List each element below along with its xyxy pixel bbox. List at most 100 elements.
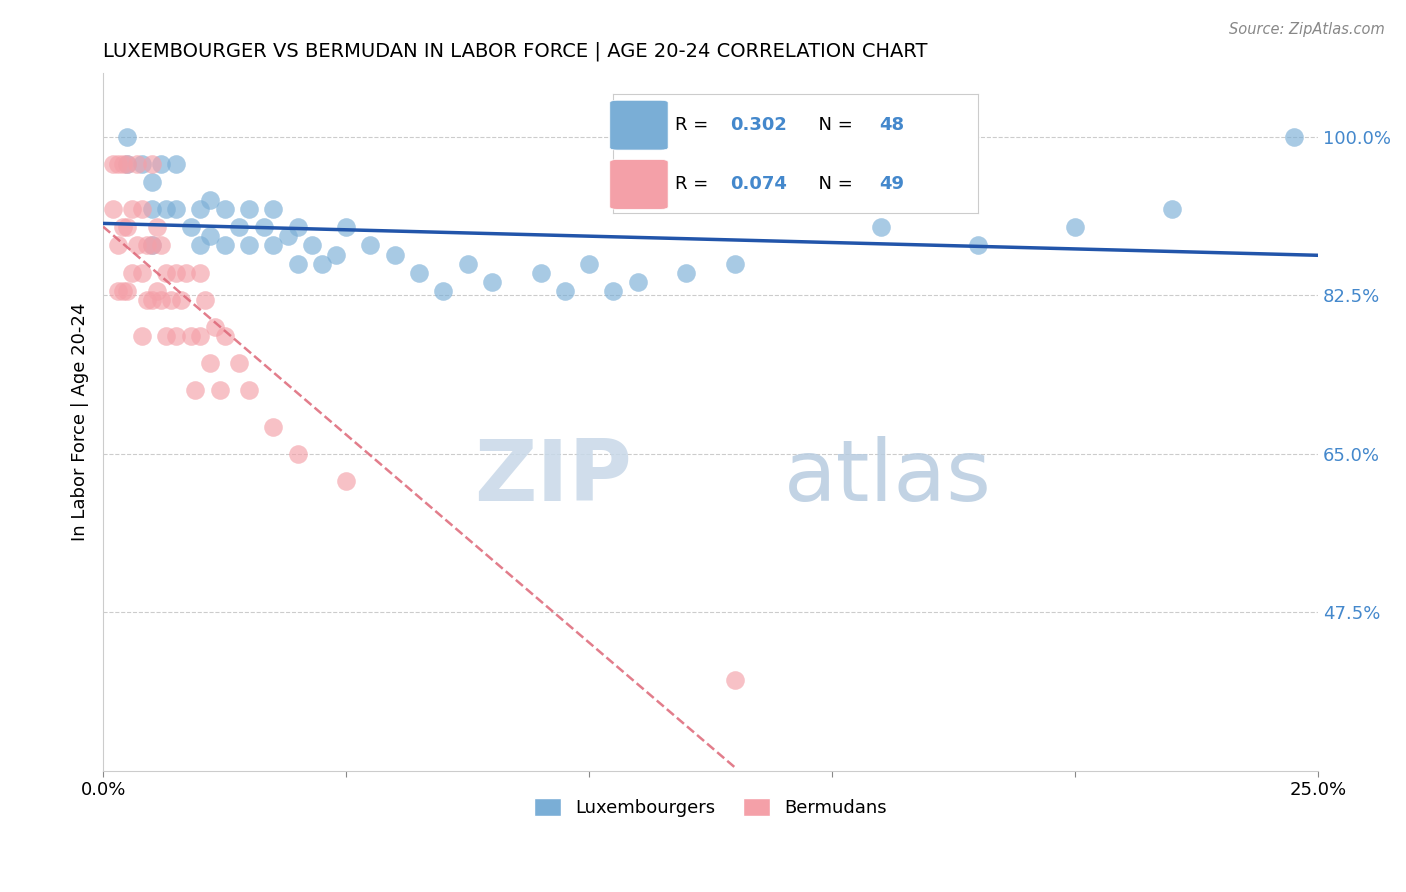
Point — [101, 202, 124, 217]
Point — [457, 257, 479, 271]
Point — [131, 329, 153, 343]
Point — [198, 356, 221, 370]
Point — [117, 220, 139, 235]
Text: LUXEMBOURGER VS BERMUDAN IN LABOR FORCE | AGE 20-24 CORRELATION CHART: LUXEMBOURGER VS BERMUDAN IN LABOR FORCE … — [103, 42, 928, 62]
Point — [554, 284, 576, 298]
Point — [107, 284, 129, 298]
Point — [145, 220, 167, 235]
Point — [107, 238, 129, 252]
Point — [301, 238, 323, 252]
Point — [214, 329, 236, 343]
Point — [188, 202, 211, 217]
Point — [675, 266, 697, 280]
Point — [180, 220, 202, 235]
Point — [198, 193, 221, 207]
Point — [408, 266, 430, 280]
Point — [155, 329, 177, 343]
Point — [188, 238, 211, 252]
Point — [127, 238, 149, 252]
Point — [117, 157, 139, 171]
Point — [287, 447, 309, 461]
Point — [1064, 220, 1087, 235]
Point — [1161, 202, 1184, 217]
Point — [481, 275, 503, 289]
Point — [188, 329, 211, 343]
Point — [145, 284, 167, 298]
Point — [131, 157, 153, 171]
Point — [724, 257, 747, 271]
Point — [165, 329, 187, 343]
Point — [287, 257, 309, 271]
Point — [359, 238, 381, 252]
Point — [432, 284, 454, 298]
Point — [111, 284, 134, 298]
Point — [117, 157, 139, 171]
Point — [121, 266, 143, 280]
Point — [214, 238, 236, 252]
Y-axis label: In Labor Force | Age 20-24: In Labor Force | Age 20-24 — [72, 303, 89, 541]
Point — [627, 275, 650, 289]
Point — [529, 266, 551, 280]
Point — [967, 238, 990, 252]
Point — [311, 257, 333, 271]
Point — [101, 157, 124, 171]
Point — [165, 157, 187, 171]
Point — [325, 247, 347, 261]
Point — [155, 266, 177, 280]
Point — [117, 129, 139, 144]
Point — [180, 329, 202, 343]
Point — [150, 293, 173, 307]
Point — [287, 220, 309, 235]
Point — [135, 238, 157, 252]
Point — [262, 202, 284, 217]
Point — [141, 175, 163, 189]
Point — [335, 474, 357, 488]
Point — [165, 202, 187, 217]
Point — [165, 266, 187, 280]
Point — [160, 293, 183, 307]
Point — [188, 266, 211, 280]
Point — [184, 384, 207, 398]
Point — [131, 266, 153, 280]
Point — [170, 293, 193, 307]
Point — [141, 238, 163, 252]
Point — [117, 284, 139, 298]
Point — [141, 202, 163, 217]
Point — [1282, 129, 1305, 144]
Point — [384, 247, 406, 261]
Point — [150, 238, 173, 252]
Point — [135, 293, 157, 307]
Point — [111, 220, 134, 235]
Point — [198, 229, 221, 244]
Point — [238, 238, 260, 252]
Point — [214, 202, 236, 217]
Point — [141, 157, 163, 171]
Point — [155, 202, 177, 217]
Text: Source: ZipAtlas.com: Source: ZipAtlas.com — [1229, 22, 1385, 37]
Point — [578, 257, 600, 271]
Point — [724, 673, 747, 687]
Point — [141, 293, 163, 307]
Point — [174, 266, 197, 280]
Point — [204, 320, 226, 334]
Point — [194, 293, 217, 307]
Point — [111, 157, 134, 171]
Point — [238, 384, 260, 398]
Point — [208, 384, 231, 398]
Point — [262, 419, 284, 434]
Point — [228, 356, 250, 370]
Point — [238, 202, 260, 217]
Text: atlas: atlas — [783, 436, 991, 519]
Point — [262, 238, 284, 252]
Point — [127, 157, 149, 171]
Text: ZIP: ZIP — [474, 436, 631, 519]
Point — [869, 220, 891, 235]
Legend: Luxembourgers, Bermudans: Luxembourgers, Bermudans — [527, 790, 894, 824]
Point — [228, 220, 250, 235]
Point — [277, 229, 299, 244]
Point — [107, 157, 129, 171]
Point — [141, 238, 163, 252]
Point — [252, 220, 274, 235]
Point — [121, 202, 143, 217]
Point — [131, 202, 153, 217]
